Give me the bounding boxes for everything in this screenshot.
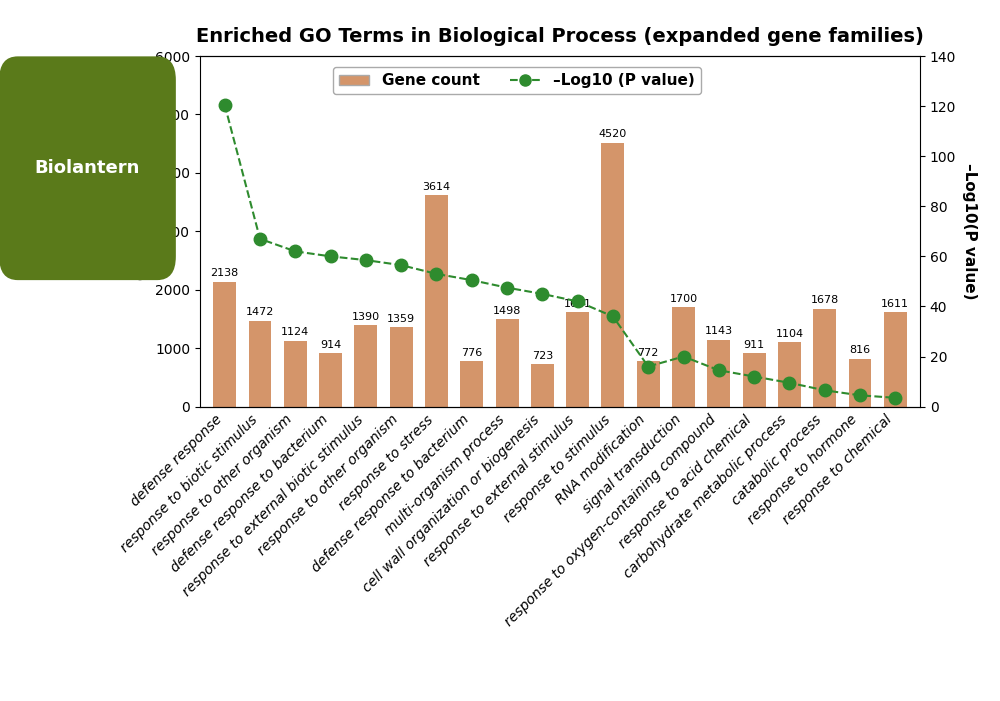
Text: response to chemical: response to chemical: [781, 412, 895, 527]
Text: 776: 776: [461, 348, 482, 358]
Text: 1143: 1143: [705, 326, 733, 336]
Text: 2138: 2138: [211, 268, 239, 278]
Text: response to acid chemical: response to acid chemical: [616, 412, 754, 550]
Text: 1700: 1700: [669, 294, 698, 304]
Bar: [601, 142, 624, 407]
Text: defense response to bacterium: defense response to bacterium: [168, 412, 331, 576]
Text: response to stimulus: response to stimulus: [501, 412, 613, 525]
Bar: [354, 325, 377, 407]
Bar: [319, 353, 342, 407]
Y-axis label: –Log10(P value): –Log10(P value): [962, 163, 977, 299]
Text: response to other organism: response to other organism: [255, 412, 401, 558]
Bar: [813, 308, 836, 407]
Bar: [390, 327, 413, 407]
Text: response to biotic stimulus: response to biotic stimulus: [118, 412, 260, 554]
Text: 1678: 1678: [811, 295, 839, 305]
Text: response to other organism: response to other organism: [149, 412, 295, 558]
Bar: [425, 196, 448, 407]
Bar: [213, 282, 236, 407]
Y-axis label: Gene count: Gene count: [135, 182, 150, 280]
Text: signal transduction: signal transduction: [580, 412, 684, 517]
Text: 1498: 1498: [493, 306, 521, 315]
Legend: Gene count, –Log10 (P value): Gene count, –Log10 (P value): [333, 67, 701, 95]
Text: response to external biotic stimulus: response to external biotic stimulus: [180, 412, 366, 599]
Text: defense response: defense response: [128, 412, 225, 509]
Title: Enriched GO Terms in Biological Process (expanded gene families): Enriched GO Terms in Biological Process …: [196, 27, 924, 46]
Text: carbohydrate metabolic process: carbohydrate metabolic process: [621, 412, 789, 581]
Text: 1611: 1611: [881, 299, 909, 309]
Bar: [566, 313, 589, 407]
Text: response to external stimulus: response to external stimulus: [422, 412, 578, 569]
Text: catabolic process: catabolic process: [729, 412, 825, 508]
Text: 1611: 1611: [564, 299, 592, 309]
Bar: [637, 362, 660, 407]
FancyBboxPatch shape: [0, 56, 176, 280]
Text: 1390: 1390: [352, 312, 380, 322]
Text: cell wall organization or biogenesis: cell wall organization or biogenesis: [360, 412, 542, 594]
Bar: [531, 365, 554, 407]
Text: 816: 816: [849, 346, 871, 355]
Bar: [496, 319, 519, 407]
Bar: [778, 342, 801, 407]
Text: response to hormone: response to hormone: [745, 412, 860, 527]
Text: 1124: 1124: [281, 327, 309, 337]
Text: 914: 914: [320, 340, 341, 350]
Bar: [884, 313, 907, 407]
Text: 723: 723: [532, 350, 553, 361]
Text: 1472: 1472: [246, 307, 274, 317]
Text: 4520: 4520: [599, 129, 627, 139]
Bar: [743, 353, 766, 407]
Text: 772: 772: [638, 348, 659, 358]
Bar: [460, 361, 483, 407]
Text: response to oxygen-containing compound: response to oxygen-containing compound: [502, 412, 719, 629]
Bar: [707, 340, 730, 407]
Text: 1359: 1359: [387, 313, 415, 324]
Bar: [672, 307, 695, 407]
Text: defense response to bacterium: defense response to bacterium: [309, 412, 472, 576]
Text: response to stress: response to stress: [336, 412, 436, 512]
Text: 3614: 3614: [422, 182, 451, 192]
Text: 911: 911: [744, 340, 765, 350]
Bar: [849, 359, 871, 407]
Bar: [284, 341, 307, 407]
Text: 1104: 1104: [775, 329, 803, 339]
Text: Biolantern: Biolantern: [35, 159, 140, 177]
Text: multi-organism process: multi-organism process: [382, 412, 507, 538]
Bar: [249, 320, 271, 407]
Text: RNA modification: RNA modification: [553, 412, 648, 508]
